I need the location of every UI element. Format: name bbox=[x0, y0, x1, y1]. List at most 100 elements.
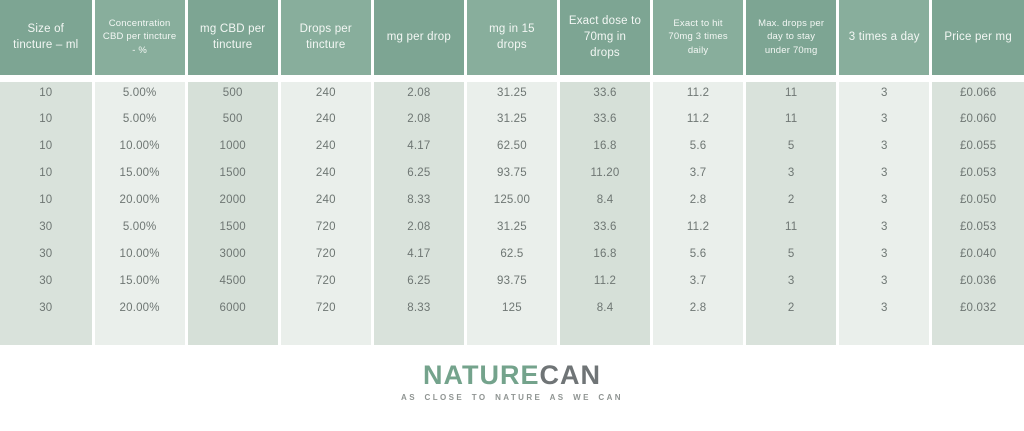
table-cell: 11.2 bbox=[650, 213, 745, 240]
table-cell: 62.50 bbox=[463, 132, 559, 159]
table-cell-empty bbox=[184, 321, 280, 345]
table-cell: 4.17 bbox=[370, 240, 466, 267]
col-header-size-of-tincture: Size of tincture – ml bbox=[0, 0, 94, 82]
table-cell: 240 bbox=[277, 159, 373, 186]
table-cell: 2.08 bbox=[370, 213, 466, 240]
table-cell: 33.6 bbox=[556, 213, 652, 240]
table-cell: 3 bbox=[836, 186, 931, 213]
table-cell: 720 bbox=[277, 294, 373, 321]
table-cell: 11.2 bbox=[650, 78, 745, 105]
col-header-mg-in-15-drops: mg in 15 drops bbox=[463, 0, 559, 82]
table-row: 10 20.00% 2000 240 8.33 125.00 8.4 2.8 2 3 £0.050 bbox=[0, 186, 1024, 213]
table-cell: 240 bbox=[277, 132, 373, 159]
col-header-max-drops-per-day: Max. drops per day to stay under 70mg bbox=[743, 0, 838, 82]
table-cell: 3 bbox=[836, 294, 931, 321]
table-cell-empty bbox=[836, 321, 931, 345]
table-cell: 20.00% bbox=[91, 294, 187, 321]
col-header-concentration: Concentration CBD per tincture - % bbox=[91, 0, 187, 82]
col-header-exact-to-hit-70mg: Exact to hit 70mg 3 times daily bbox=[650, 0, 745, 82]
table-cell: 11.20 bbox=[556, 159, 652, 186]
table-cell: 62.5 bbox=[463, 240, 559, 267]
table-cell: 1500 bbox=[184, 213, 280, 240]
table-cell: 3 bbox=[836, 267, 931, 294]
table-cell: 5.00% bbox=[91, 213, 187, 240]
table-cell: 30 bbox=[0, 267, 94, 294]
table-cell: £0.066 bbox=[929, 78, 1024, 105]
table-cell-empty bbox=[743, 321, 838, 345]
table-cell: 16.8 bbox=[556, 240, 652, 267]
table-cell: 16.8 bbox=[556, 132, 652, 159]
table-cell: 3 bbox=[743, 159, 838, 186]
table-cell: 10 bbox=[0, 78, 94, 105]
table-cell: 5.6 bbox=[650, 132, 745, 159]
table-cell: 4.17 bbox=[370, 132, 466, 159]
table-cell: 720 bbox=[277, 240, 373, 267]
table-row: 30 10.00% 3000 720 4.17 62.5 16.8 5.6 5 3 £0.040 bbox=[0, 240, 1024, 267]
table-cell: 2.8 bbox=[650, 294, 745, 321]
table-cell: 2 bbox=[743, 294, 838, 321]
cbd-dosage-table: Size of tincture – ml Concentration CBD … bbox=[0, 0, 1024, 345]
table-cell: 31.25 bbox=[463, 78, 559, 105]
table-cell: 11 bbox=[743, 213, 838, 240]
table-cell: 11.2 bbox=[556, 267, 652, 294]
table-cell: 125.00 bbox=[463, 186, 559, 213]
table-cell: 720 bbox=[277, 267, 373, 294]
table-cell: 1000 bbox=[184, 132, 280, 159]
table-cell: 33.6 bbox=[556, 78, 652, 105]
table-row: 10 10.00% 1000 240 4.17 62.50 16.8 5.6 5 3 £0.055 bbox=[0, 132, 1024, 159]
table-cell: 30 bbox=[0, 294, 94, 321]
table-cell-empty bbox=[0, 321, 94, 345]
col-header-drops-per-tincture: Drops per tincture bbox=[277, 0, 373, 82]
col-header-exact-dose-to-70mg: Exact dose to 70mg in drops bbox=[556, 0, 652, 82]
table-cell-empty bbox=[277, 321, 373, 345]
table-cell: 15.00% bbox=[91, 267, 187, 294]
brand-logo: NATURECAN AS CLOSE TO NATURE AS WE CAN bbox=[0, 362, 1024, 403]
col-header-mg-per-drop: mg per drop bbox=[370, 0, 466, 82]
table-cell: 93.75 bbox=[463, 267, 559, 294]
table-row: 10 5.00% 500 240 2.08 31.25 33.6 11.2 11 3 £0.066 bbox=[0, 78, 1024, 105]
brand-tagline: AS CLOSE TO NATURE AS WE CAN bbox=[401, 393, 623, 402]
table-cell: 10 bbox=[0, 186, 94, 213]
table-cell-empty bbox=[556, 321, 652, 345]
table-cell: 500 bbox=[184, 105, 280, 132]
table-cell: £0.060 bbox=[929, 105, 1024, 132]
table-cell: 3 bbox=[836, 213, 931, 240]
table-cell: 720 bbox=[277, 213, 373, 240]
table-cell: £0.036 bbox=[929, 267, 1024, 294]
table-cell: 2.08 bbox=[370, 78, 466, 105]
table-cell: 240 bbox=[277, 186, 373, 213]
table-cell: 3 bbox=[836, 240, 931, 267]
table-cell: £0.055 bbox=[929, 132, 1024, 159]
table-row: 30 20.00% 6000 720 8.33 125 8.4 2.8 2 3 £0.032 bbox=[0, 294, 1024, 321]
table-cell: 500 bbox=[184, 78, 280, 105]
table-cell: 10.00% bbox=[91, 240, 187, 267]
table-cell-empty bbox=[929, 321, 1024, 345]
table-cell: 3 bbox=[836, 159, 931, 186]
table-bottom-padding bbox=[0, 321, 1024, 345]
table-cell: 31.25 bbox=[463, 213, 559, 240]
table-cell: 240 bbox=[277, 105, 373, 132]
table-cell: 3 bbox=[836, 132, 931, 159]
table-cell: 93.75 bbox=[463, 159, 559, 186]
table-cell: 8.4 bbox=[556, 186, 652, 213]
table-cell: 10 bbox=[0, 132, 94, 159]
table-body: 10 5.00% 500 240 2.08 31.25 33.6 11.2 11 3 £0.066 1… bbox=[0, 78, 1024, 345]
table-cell: £0.053 bbox=[929, 159, 1024, 186]
table-cell: 8.4 bbox=[556, 294, 652, 321]
table-cell: 6.25 bbox=[370, 267, 466, 294]
table-row: 10 5.00% 500 240 2.08 31.25 33.6 11.2 11 3 £0.060 bbox=[0, 105, 1024, 132]
table-cell: 30 bbox=[0, 240, 94, 267]
table-cell-empty bbox=[91, 321, 187, 345]
table-cell: 5.6 bbox=[650, 240, 745, 267]
table-cell-empty bbox=[370, 321, 466, 345]
table-cell: 3 bbox=[743, 267, 838, 294]
table-cell: 5.00% bbox=[91, 105, 187, 132]
table-cell: 15.00% bbox=[91, 159, 187, 186]
table-cell: 3 bbox=[836, 105, 931, 132]
table-cell: 3.7 bbox=[650, 267, 745, 294]
table-cell: £0.032 bbox=[929, 294, 1024, 321]
table-cell: 2000 bbox=[184, 186, 280, 213]
table-cell: 11 bbox=[743, 78, 838, 105]
table-cell: 10 bbox=[0, 105, 94, 132]
table-cell: 5 bbox=[743, 240, 838, 267]
